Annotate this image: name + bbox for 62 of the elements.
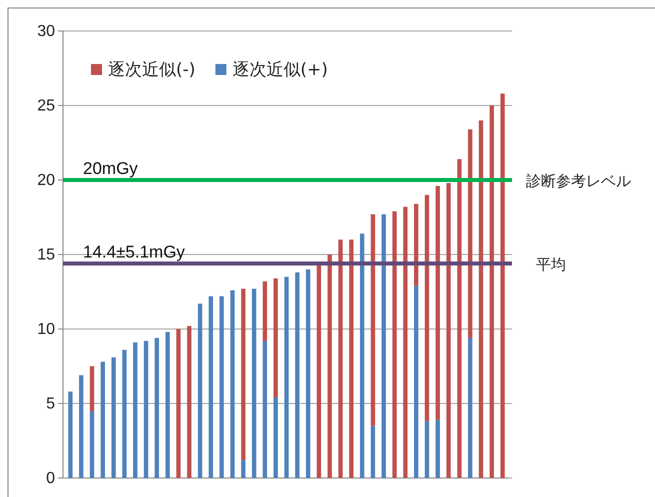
bar xyxy=(90,366,94,411)
bar xyxy=(468,129,472,338)
annotation: 14.4±5.1mGy xyxy=(83,242,186,262)
y-tick-label: 30 xyxy=(37,23,56,40)
bar xyxy=(252,288,256,478)
bar xyxy=(424,194,430,422)
bar xyxy=(306,269,310,478)
bar xyxy=(382,214,386,478)
bar xyxy=(338,240,343,478)
bar xyxy=(370,426,376,478)
bar xyxy=(414,286,418,478)
ref-line-label: 平均 xyxy=(536,255,566,274)
bar xyxy=(198,304,202,478)
bar xyxy=(262,281,268,341)
bar xyxy=(478,120,484,478)
bar xyxy=(262,340,268,478)
ref-line-label: 診断参考レベル xyxy=(526,172,631,190)
bar xyxy=(241,288,246,460)
bar xyxy=(274,278,278,398)
y-tick-label: 5 xyxy=(46,396,56,413)
bar xyxy=(187,326,192,478)
bar xyxy=(424,421,430,478)
bar xyxy=(284,276,289,478)
bar xyxy=(208,296,214,478)
bar xyxy=(295,272,300,478)
bar xyxy=(349,240,354,478)
bar xyxy=(165,332,170,478)
bar xyxy=(79,375,84,478)
bar xyxy=(446,182,451,478)
bar xyxy=(100,362,105,478)
bar xyxy=(176,329,181,478)
bar xyxy=(90,410,94,478)
y-tick-label: 15 xyxy=(37,246,56,264)
bar xyxy=(220,296,224,478)
bar xyxy=(274,398,278,478)
bar xyxy=(403,206,408,478)
bar xyxy=(436,420,440,478)
y-tick-label: 0 xyxy=(46,470,56,488)
bar xyxy=(392,211,397,478)
bar xyxy=(111,357,116,478)
bar xyxy=(500,94,505,478)
bar xyxy=(457,159,462,478)
bar xyxy=(360,234,364,478)
bar xyxy=(241,460,246,478)
bar xyxy=(370,214,376,426)
bar xyxy=(468,338,472,478)
bar xyxy=(122,350,127,478)
bar xyxy=(68,392,73,478)
y-tick-label: 20 xyxy=(37,172,56,190)
bar xyxy=(414,204,418,286)
bar xyxy=(490,106,494,478)
legend-label: 逐次近似(-) xyxy=(108,60,196,80)
bar xyxy=(133,342,138,478)
annotation: 20mGy xyxy=(83,159,138,178)
legend-label: 逐次近似(+) xyxy=(232,60,328,80)
bar xyxy=(154,338,159,478)
bar xyxy=(436,186,440,420)
y-tick-label: 10 xyxy=(37,321,56,338)
bar xyxy=(328,254,332,478)
bar xyxy=(230,290,235,478)
bar xyxy=(144,340,148,478)
y-tick-label: 25 xyxy=(37,98,56,115)
